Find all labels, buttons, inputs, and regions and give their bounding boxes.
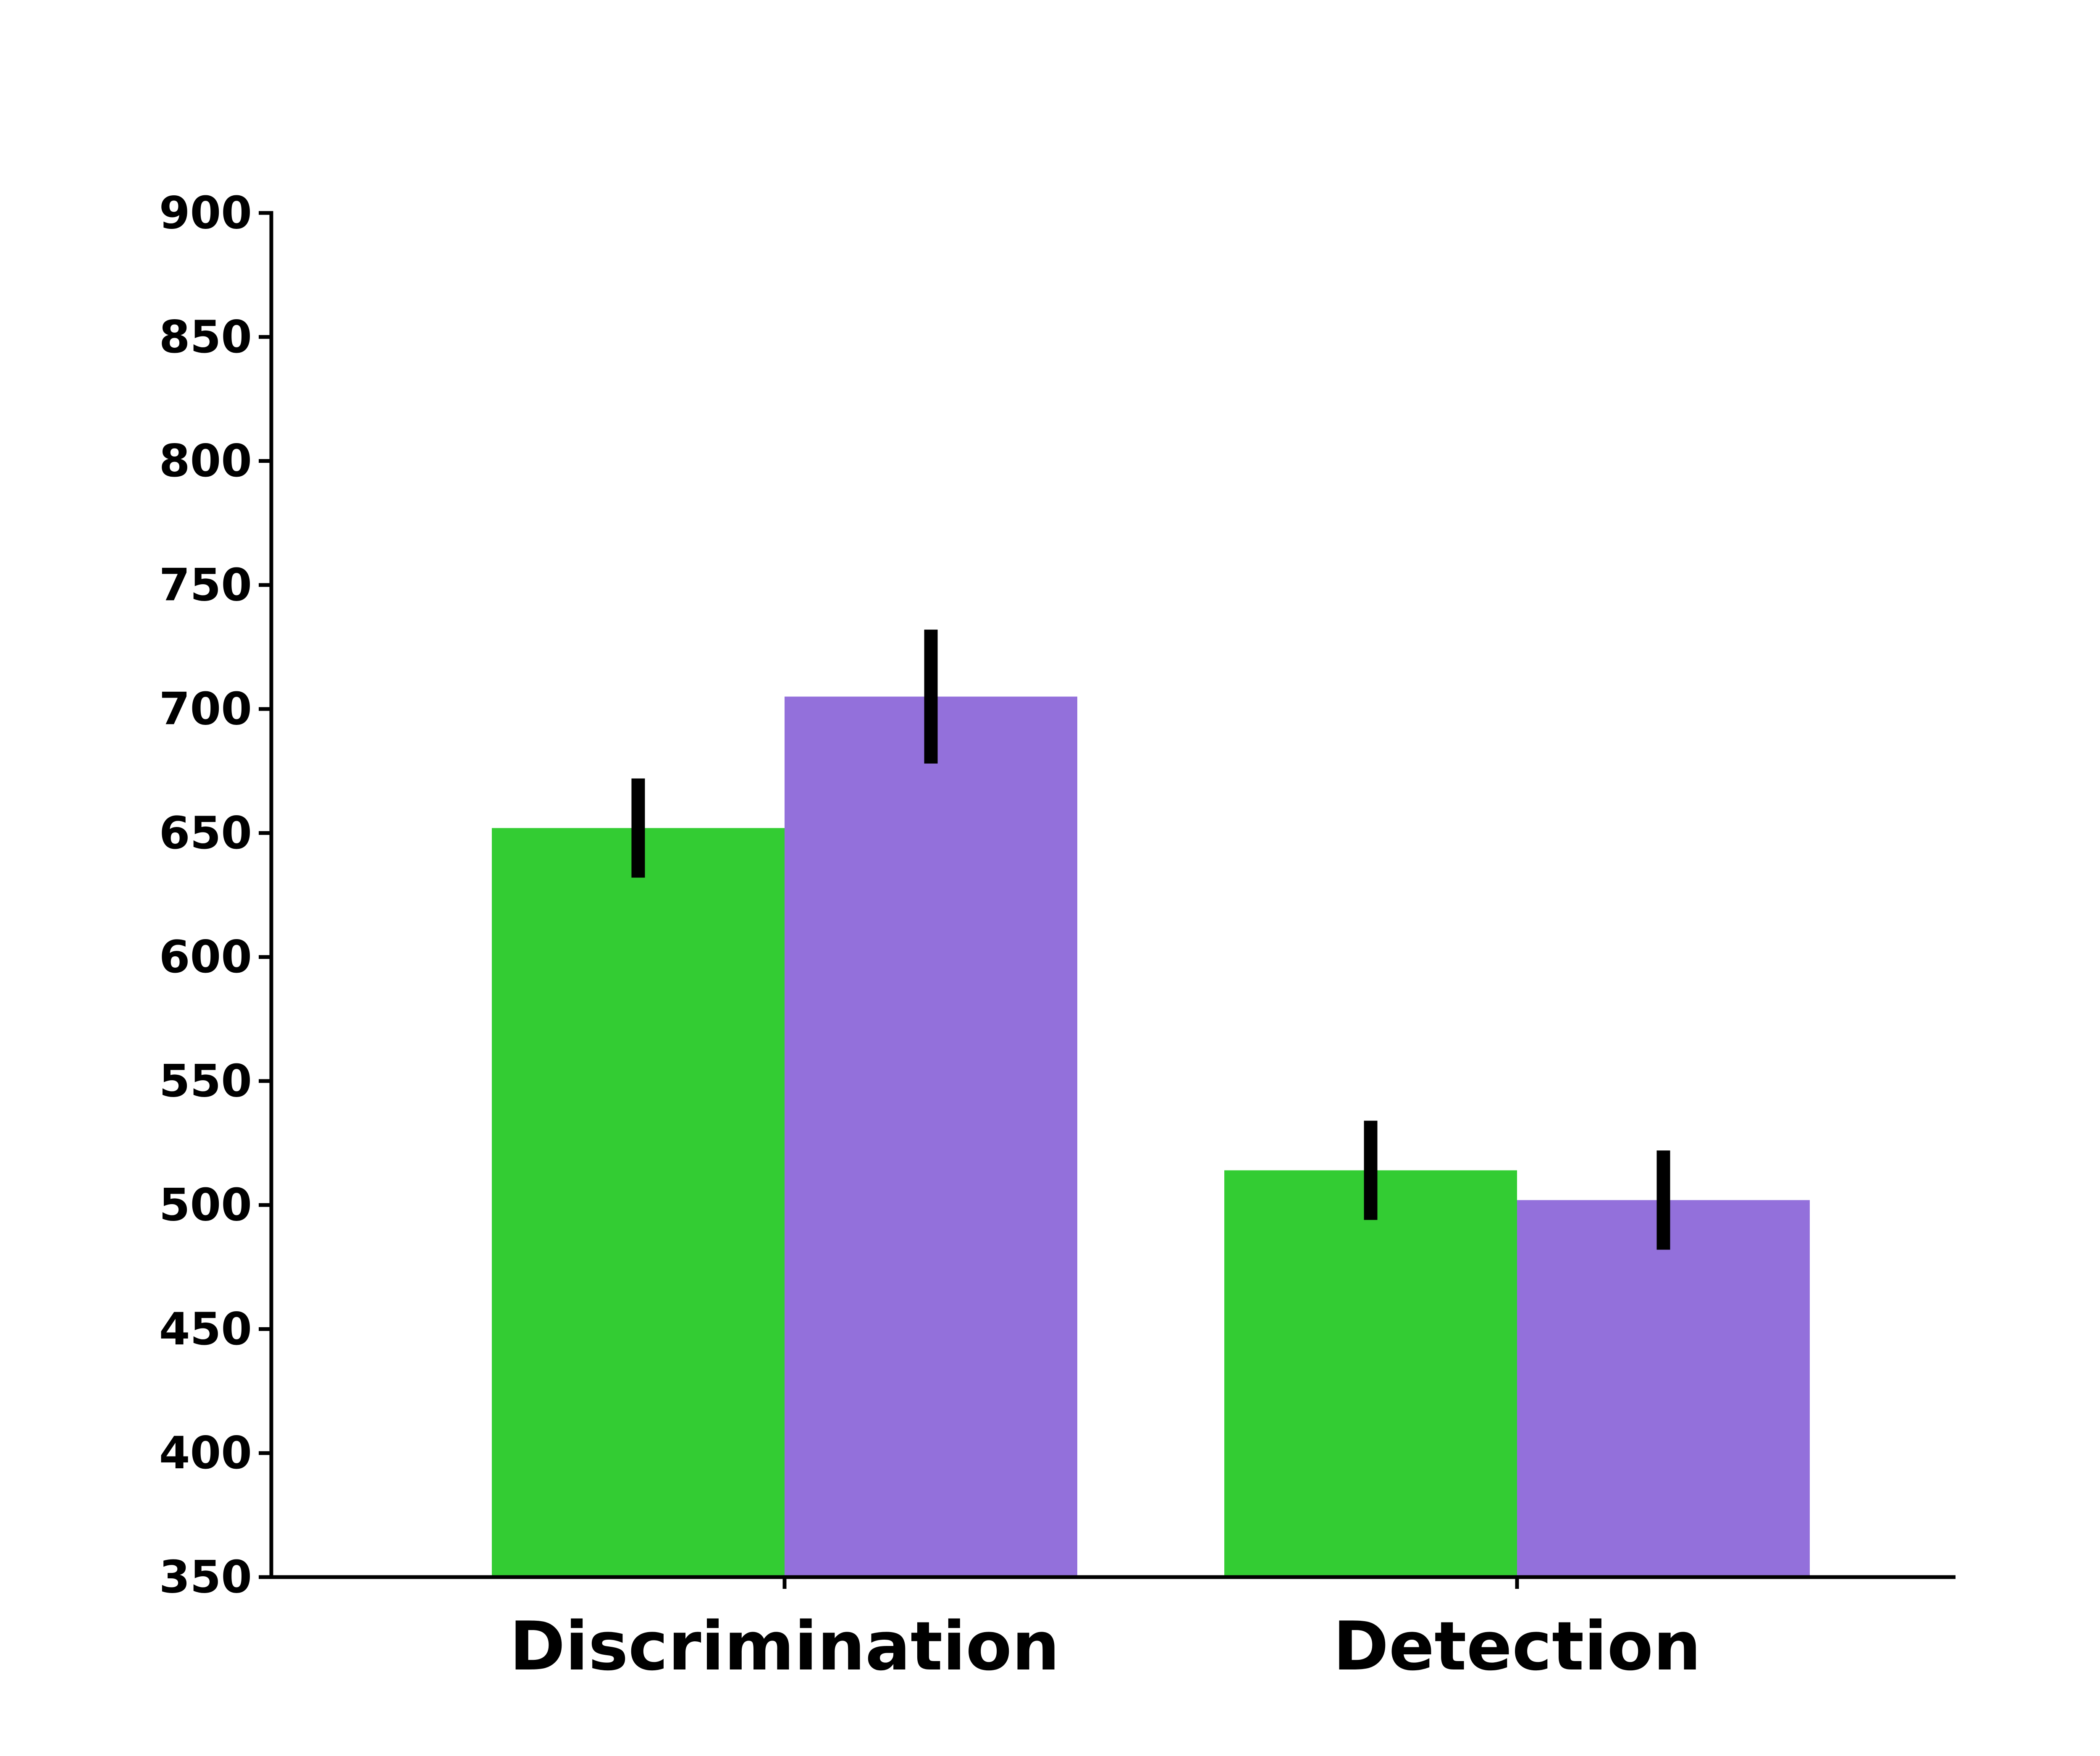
y-tick-label-900: 900 <box>159 187 252 239</box>
y-tick-label-450: 450 <box>159 1303 252 1355</box>
x-tick-label-detection: Detection <box>1333 1607 1701 1685</box>
y-tick-label-650: 650 <box>159 807 252 859</box>
y-tick-label-500: 500 <box>159 1179 252 1231</box>
error-bars-layer <box>631 630 1670 1250</box>
y-tick-label-550: 550 <box>159 1055 252 1107</box>
bar-detection-series-2 <box>1517 1200 1810 1577</box>
bar-discrimination-series-1 <box>492 828 785 1577</box>
y-tick-label-350: 350 <box>159 1551 252 1603</box>
x-tick-label-discrimination: Discrimination <box>509 1607 1060 1685</box>
bar-detection-series-1 <box>1224 1170 1517 1577</box>
bars-layer <box>492 696 1810 1578</box>
y-tick-label-750: 750 <box>159 559 252 611</box>
x-ticks-layer: Discrimination Detection <box>509 1577 1701 1685</box>
y-tick-label-850: 850 <box>159 311 252 363</box>
y-tick-label-700: 700 <box>159 683 252 735</box>
y-ticks-layer: 350 400 450 500 550 600 650 700 750 800 850 900 <box>159 187 271 1603</box>
y-tick-label-400: 400 <box>159 1427 252 1479</box>
y-tick-label-800: 800 <box>159 435 252 487</box>
axes-layer <box>269 211 1956 1579</box>
y-tick-label-600: 600 <box>159 931 252 983</box>
bar-discrimination-series-2 <box>785 696 1077 1578</box>
